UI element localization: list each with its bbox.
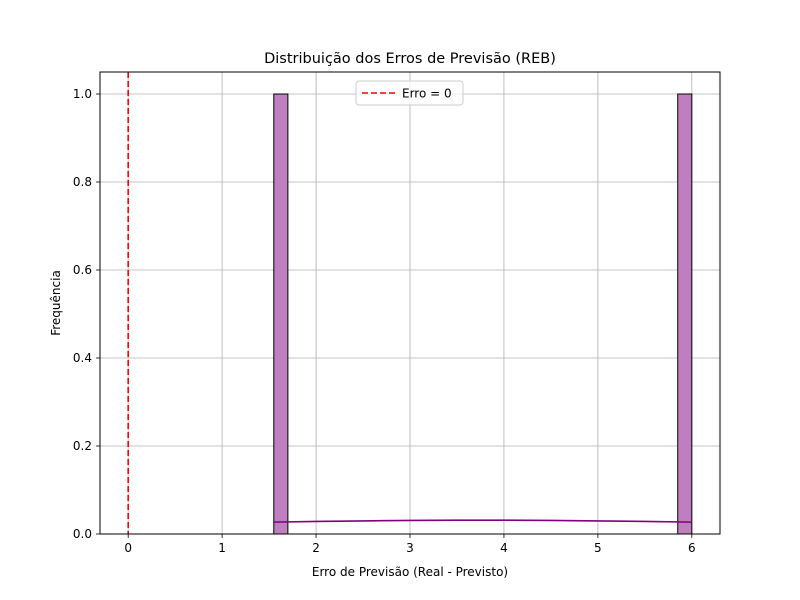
legend: Erro = 0 bbox=[355, 80, 464, 106]
chart-title: Distribuição dos Erros de Previsão (REB) bbox=[264, 51, 556, 67]
y-tick-label: 0.8 bbox=[73, 175, 92, 189]
x-tick-label: 1 bbox=[218, 541, 226, 555]
x-tick-label: 0 bbox=[124, 541, 132, 555]
y-tick-label: 1.0 bbox=[73, 87, 92, 101]
x-tick-label: 2 bbox=[312, 541, 320, 555]
legend-entry-label: Erro = 0 bbox=[402, 87, 452, 101]
histogram-bar bbox=[273, 93, 289, 535]
y-tick-label: 0.6 bbox=[73, 263, 92, 277]
x-axis-ticks: 0 1 2 3 4 5 6 bbox=[124, 534, 696, 555]
y-tick-label: 0.4 bbox=[73, 351, 92, 365]
histogram-bar bbox=[677, 93, 693, 535]
y-axis-ticks: 0.0 0.2 0.4 0.6 0.8 1.0 bbox=[73, 87, 100, 541]
y-axis-label: Frequência bbox=[49, 270, 63, 336]
legend-box bbox=[355, 80, 464, 106]
x-axis-label: Erro de Previsão (Real - Previsto) bbox=[312, 565, 508, 579]
y-tick-label: 0.0 bbox=[73, 527, 92, 541]
kde-layer bbox=[273, 519, 692, 523]
x-tick-label: 3 bbox=[406, 541, 414, 555]
kde-curve bbox=[273, 519, 692, 523]
x-tick-label: 4 bbox=[500, 541, 508, 555]
x-tick-label: 5 bbox=[594, 541, 602, 555]
y-tick-label: 0.2 bbox=[73, 439, 92, 453]
x-tick-label: 6 bbox=[688, 541, 696, 555]
